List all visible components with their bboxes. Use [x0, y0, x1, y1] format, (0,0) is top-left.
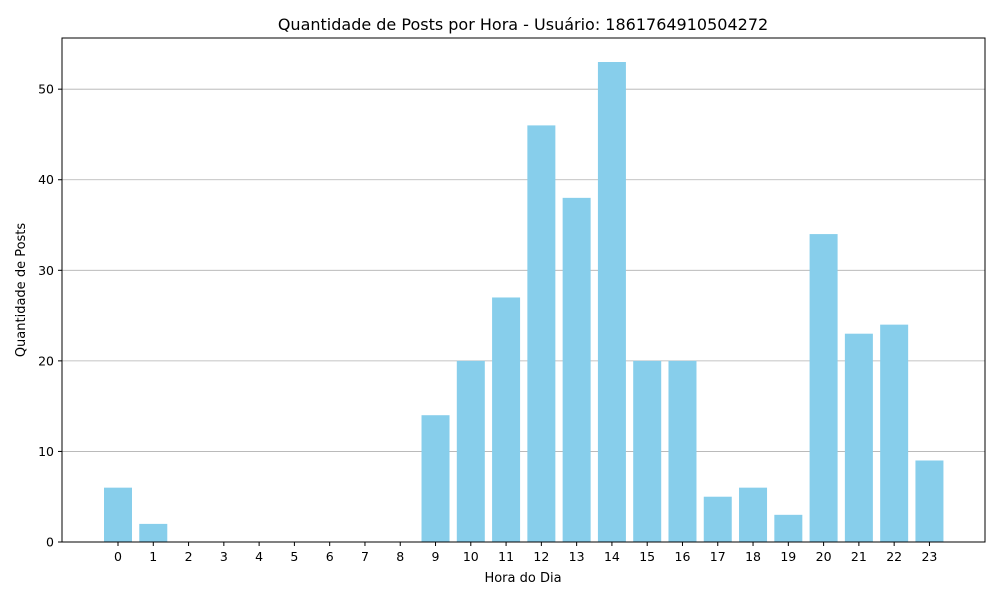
bar-hour-0: [104, 487, 132, 542]
bar-hour-21: [844, 333, 873, 542]
x-tick-label: 23: [921, 549, 937, 564]
bar-hour-12: [527, 125, 556, 542]
bar-hour-17: [703, 496, 732, 542]
x-tick-label: 20: [816, 549, 832, 564]
bar-hour-10: [456, 360, 485, 542]
x-tick-label: 21: [851, 549, 867, 564]
x-axis-ticks: 0 1 2 3 4 5 6 7 8 9 10 11 12 13 14 15 16 17 18 19 20 21 22 23: [114, 542, 937, 564]
x-tick-label: 14: [604, 549, 620, 564]
chart-title: Quantidade de Posts por Hora - Usuário: …: [278, 15, 768, 34]
x-tick-label: 19: [780, 549, 796, 564]
x-tick-label: 5: [290, 549, 298, 564]
bar-hour-18: [739, 487, 768, 542]
y-tick-label: 40: [38, 172, 54, 187]
bar-hour-22: [880, 324, 909, 542]
bar-hour-23: [915, 460, 944, 542]
y-axis-ticks: 0 10 20 30 40 50: [38, 82, 62, 550]
x-tick-label: 4: [255, 549, 263, 564]
x-tick-label: 6: [326, 549, 334, 564]
y-tick-label: 10: [38, 444, 54, 459]
plot-frame: [61, 37, 986, 543]
y-axis-label: Quantidade de Posts: [14, 223, 29, 358]
bar-hour-1: [139, 523, 168, 542]
x-tick-label: 16: [675, 549, 691, 564]
bar-hour-15: [633, 360, 662, 542]
y-tick-label: 0: [46, 535, 54, 550]
x-tick-label: 0: [114, 549, 122, 564]
x-tick-label: 9: [432, 549, 440, 564]
x-tick-label: 8: [396, 549, 404, 564]
x-tick-label: 10: [463, 549, 479, 564]
x-tick-label: 11: [498, 549, 514, 564]
x-tick-label: 1: [149, 549, 157, 564]
x-tick-label: 7: [361, 549, 369, 564]
x-tick-label: 3: [220, 549, 228, 564]
x-tick-label: 17: [710, 549, 726, 564]
bar-hour-20: [809, 234, 838, 542]
y-tick-label: 20: [38, 353, 54, 368]
bar-hour-16: [668, 360, 697, 542]
x-tick-label: 13: [569, 549, 585, 564]
y-tick-label: 30: [38, 263, 54, 278]
bar-hour-13: [562, 197, 591, 542]
bar-hour-11: [492, 297, 521, 542]
bar-hour-9: [421, 415, 450, 542]
x-tick-label: 2: [185, 549, 193, 564]
x-tick-label: 18: [745, 549, 761, 564]
x-tick-label: 15: [639, 549, 655, 564]
x-tick-label: 12: [533, 549, 549, 564]
y-tick-label: 50: [38, 82, 54, 97]
bars: [104, 62, 944, 542]
x-tick-label: 22: [886, 549, 902, 564]
x-axis-label: Hora do Dia: [484, 571, 561, 586]
bar-hour-14: [597, 62, 626, 542]
bar-hour-19: [774, 514, 803, 542]
